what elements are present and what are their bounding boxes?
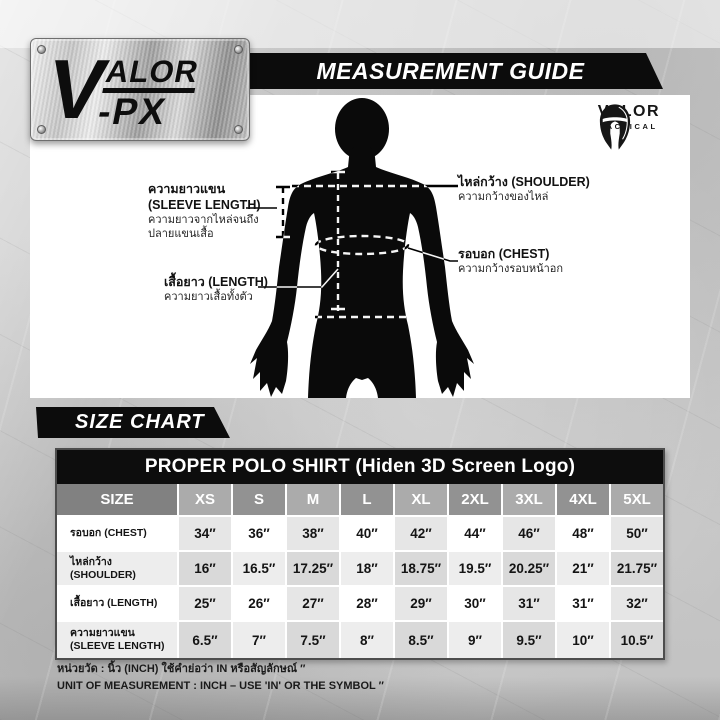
cell-value: 32″ xyxy=(611,587,663,620)
row-label: ไหล่กว้าง (SHOULDER) xyxy=(57,552,177,585)
measurement-panel: VALOR TACTICAL ความยาวแขน (SLEEVE LENGTH… xyxy=(30,95,690,398)
row-label: รอบอก (CHEST) xyxy=(57,517,177,550)
sleeve-desc-1: ความยาวจากไหล่จนถึง xyxy=(148,214,259,226)
valor-tactical-logo: VALOR TACTICAL xyxy=(598,103,660,150)
length-title: เสื้อยาว (LENGTH) xyxy=(164,275,268,289)
unit-notes: หน่วยวัด : นิ้ว (INCH) ใช้คำย่อว่า IN หร… xyxy=(57,661,384,695)
cell-value: 28″ xyxy=(341,587,393,620)
screw-icon xyxy=(234,125,243,134)
annotation-sleeve-length: ความยาวแขน (SLEEVE LENGTH) ความยาวจากไหล… xyxy=(148,181,261,241)
screw-icon xyxy=(234,45,243,54)
cell-value: 21″ xyxy=(557,552,609,585)
brand-plate: V ALOR -PX xyxy=(30,38,250,141)
screw-icon xyxy=(37,45,46,54)
body-measurement-diagram xyxy=(246,98,474,398)
row-label: เสื้อยาว (LENGTH) xyxy=(57,587,177,620)
chest-title: รอบอก (CHEST) xyxy=(458,247,550,261)
length-connector-line xyxy=(258,268,339,288)
unit-note-th: หน่วยวัด : นิ้ว (INCH) ใช้คำย่อว่า IN หร… xyxy=(57,663,306,675)
length-ticks xyxy=(331,170,345,311)
cell-value: 7″ xyxy=(233,622,285,658)
logo-alor-text: ALOR xyxy=(102,54,202,93)
sleeve-ruler-ticks xyxy=(276,185,290,239)
annotation-shoulder: ไหล่กว้าง (SHOULDER) ความกว้างของไหล่ xyxy=(458,174,590,204)
header-s: S xyxy=(233,484,285,515)
sleeve-desc-2: ปลายแขนเสื้อ xyxy=(148,228,214,241)
cell-value: 18.75″ xyxy=(395,552,447,585)
size-chart-table: PROPER POLO SHIRT (Hiden 3D Screen Logo)… xyxy=(55,448,665,660)
header-l: L xyxy=(341,484,393,515)
measurement-lines xyxy=(246,170,458,319)
chest-dash-ellipse xyxy=(314,234,410,256)
spartan-helmet-icon xyxy=(599,104,630,150)
cell-value: 16″ xyxy=(179,552,231,585)
unit-note-en: UNIT OF MEASUREMENT : INCH – USE 'IN' OR… xyxy=(57,678,384,695)
cell-value: 9.5″ xyxy=(503,622,555,658)
logo-px-text: -PX xyxy=(94,91,171,132)
cell-value: 46″ xyxy=(503,517,555,550)
shoulder-desc: ความกว้างของไหล่ xyxy=(458,191,549,203)
chest-desc: ความกว้างรอบหน้าอก xyxy=(458,263,564,275)
table-header-row: SIZE XS S M L XL 2XL 3XL 4XL 5XL xyxy=(57,484,663,515)
cell-value: 34″ xyxy=(179,517,231,550)
row-label: ความยาวแขน (SLEEVE LENGTH) xyxy=(57,622,177,658)
header-m: M xyxy=(287,484,339,515)
cell-value: 25″ xyxy=(179,587,231,620)
cell-value: 50″ xyxy=(611,517,663,550)
annotation-chest: รอบอก (CHEST) ความกว้างรอบหน้าอก xyxy=(458,246,563,276)
table-row-sleeve: ความยาวแขน (SLEEVE LENGTH) 6.5″ 7″ 7.5″ … xyxy=(57,622,663,658)
length-desc: ความยาวเสื้อทั้งตัว xyxy=(164,291,253,303)
header-size: SIZE xyxy=(57,484,177,515)
page-title: MEASUREMENT GUIDE xyxy=(316,57,585,84)
cell-value: 10″ xyxy=(557,622,609,658)
annotation-length: เสื้อยาว (LENGTH) ความยาวเสื้อทั้งตัว xyxy=(164,274,268,304)
table-row-chest: รอบอก (CHEST) 34″ 36″ 38″ 40″ 42″ 44″ 46… xyxy=(57,517,663,550)
cell-value: 16.5″ xyxy=(233,552,285,585)
cell-value: 48″ xyxy=(557,517,609,550)
unit-note-en-rest: : INCH – USE 'IN' OR THE SYMBOL ″ xyxy=(190,680,384,693)
cell-value: 30″ xyxy=(449,587,501,620)
cell-value: 29″ xyxy=(395,587,447,620)
cell-value: 17.25″ xyxy=(287,552,339,585)
cell-value: 44″ xyxy=(449,517,501,550)
cell-value: 8.5″ xyxy=(395,622,447,658)
unit-note-en-label: UNIT OF MEASUREMENT xyxy=(57,680,191,693)
cell-value: 18″ xyxy=(341,552,393,585)
cell-value: 8″ xyxy=(341,622,393,658)
header-4xl: 4XL xyxy=(557,484,609,515)
cell-value: 21.75″ xyxy=(611,552,663,585)
body-silhouette xyxy=(250,98,474,398)
shoulder-title: ไหล่กว้าง (SHOULDER) xyxy=(458,175,590,189)
header-5xl: 5XL xyxy=(611,484,663,515)
chest-connector-line xyxy=(407,247,458,262)
cell-value: 38″ xyxy=(287,517,339,550)
size-chart-label: SIZE CHART xyxy=(75,411,205,433)
cell-value: 6.5″ xyxy=(179,622,231,658)
cell-value: 40″ xyxy=(341,517,393,550)
cell-value: 19.5″ xyxy=(449,552,501,585)
cell-value: 10.5″ xyxy=(611,622,663,658)
screw-icon xyxy=(37,125,46,134)
header-2xl: 2XL xyxy=(449,484,501,515)
sleeve-title-en: (SLEEVE LENGTH) xyxy=(148,198,261,212)
table-row-shoulder: ไหล่กว้าง (SHOULDER) 16″ 16.5″ 17.25″ 18… xyxy=(57,552,663,585)
cell-value: 26″ xyxy=(233,587,285,620)
cell-value: 20.25″ xyxy=(503,552,555,585)
valor-px-logo: V ALOR -PX xyxy=(40,42,203,136)
cell-value: 31″ xyxy=(503,587,555,620)
size-chart-banner: SIZE CHART xyxy=(36,407,230,438)
cell-value: 27″ xyxy=(287,587,339,620)
table-title: PROPER POLO SHIRT (Hiden 3D Screen Logo) xyxy=(57,450,663,484)
sleeve-title-th: ความยาวแขน xyxy=(148,182,226,196)
cell-value: 9″ xyxy=(449,622,501,658)
cell-value: 7.5″ xyxy=(287,622,339,658)
cell-value: 42″ xyxy=(395,517,447,550)
cell-value: 31″ xyxy=(557,587,609,620)
cell-value: 36″ xyxy=(233,517,285,550)
header-xs: XS xyxy=(179,484,231,515)
table-row-length: เสื้อยาว (LENGTH) 25″ 26″ 27″ 28″ 29″ 30… xyxy=(57,587,663,620)
header-3xl: 3XL xyxy=(503,484,555,515)
header-xl: XL xyxy=(395,484,447,515)
